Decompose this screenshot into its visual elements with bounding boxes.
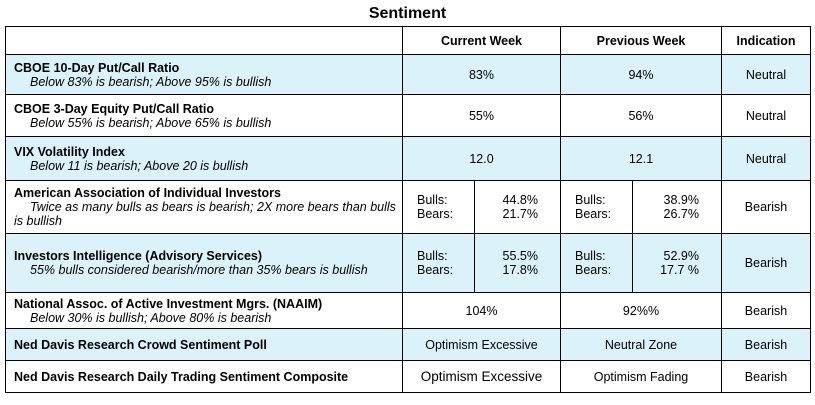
- table-row: Investors Intelligence (Advisory Service…: [5, 233, 811, 293]
- indicator-cell: Ned Davis Research Daily Trading Sentime…: [5, 360, 403, 393]
- indicator-name: National Assoc. of Active Investment Mgr…: [14, 296, 323, 311]
- indication-value: Bearish: [721, 233, 811, 293]
- previous-bulls-value: 38.9%: [663, 193, 699, 207]
- indicator-name: Investors Intelligence (Advisory Service…: [14, 249, 263, 263]
- indicator-description: 55% bulls considered bearish/more than 3…: [30, 263, 368, 277]
- current-labels: Bulls: Bears:: [402, 233, 475, 293]
- indicator-name: Ned Davis Research Daily Trading Sentime…: [14, 369, 349, 384]
- indication-value: Bearish: [721, 360, 811, 393]
- previous-bears-value: 26.7%: [663, 207, 699, 221]
- current-values: 55.5% 17.8%: [474, 233, 561, 293]
- bears-label: Bears:: [575, 207, 612, 221]
- header-indication: Indication: [721, 26, 811, 55]
- indication-value: Neutral: [721, 94, 811, 137]
- previous-bulls-value: 52.9%: [663, 249, 699, 263]
- header-current-week: Current Week: [402, 26, 561, 55]
- indicator-name: CBOE 3-Day Equity Put/Call Ratio: [14, 101, 215, 116]
- indicator-cell: Investors Intelligence (Advisory Service…: [5, 233, 403, 293]
- bulls-label: Bulls:: [417, 249, 448, 263]
- previous-labels: Bulls: Bears:: [560, 233, 633, 293]
- indicator-description: Below 30% is bullish; Above 80% is beari…: [30, 310, 272, 325]
- indication-value: Bearish: [721, 180, 811, 234]
- indicator-cell: National Assoc. of Active Investment Mgr…: [5, 292, 403, 329]
- indication-value: Neutral: [721, 54, 811, 95]
- indicator-description: Below 83% is bearish; Above 95% is bulli…: [30, 74, 272, 89]
- current-value: Optimism Excessive: [402, 360, 561, 393]
- current-value: 104%: [402, 292, 561, 329]
- previous-values: 38.9% 26.7%: [632, 180, 722, 234]
- bulls-label: Bulls:: [575, 193, 606, 207]
- bears-label: Bears:: [575, 263, 612, 277]
- previous-labels: Bulls: Bears:: [560, 180, 633, 234]
- previous-value: 56%: [560, 94, 722, 137]
- indicator-name: CBOE 10-Day Put/Call Ratio: [14, 60, 180, 75]
- indication-value: Neutral: [721, 136, 811, 181]
- indicator-description: Below 11 is bearish; Above 20 is bullish: [30, 158, 249, 173]
- indicator-description: Below 55% is bearish; Above 65% is bulli…: [30, 115, 272, 130]
- indicator-cell: Ned Davis Research Crowd Sentiment Poll: [5, 328, 403, 361]
- table-row: CBOE 10-Day Put/Call Ratio Below 83% is …: [5, 54, 811, 95]
- previous-value: 12.1: [560, 136, 722, 181]
- current-values: 44.8% 21.7%: [474, 180, 561, 234]
- previous-values: 52.9% 17.7 %: [632, 233, 722, 293]
- previous-value: Neutral Zone: [560, 328, 722, 361]
- previous-value: 92%%: [560, 292, 722, 329]
- indicator-cell: CBOE 10-Day Put/Call Ratio Below 83% is …: [5, 54, 403, 95]
- indicator-name: VIX Volatility Index: [14, 144, 125, 159]
- current-value: 83%: [402, 54, 561, 95]
- current-bulls-value: 55.5%: [502, 249, 538, 263]
- table-row: Ned Davis Research Daily Trading Sentime…: [5, 360, 811, 393]
- indicator-name: American Association of Individual Inves…: [14, 186, 281, 200]
- indicator-cell: VIX Volatility Index Below 11 is bearish…: [5, 136, 403, 181]
- bulls-label: Bulls:: [417, 193, 448, 207]
- table-row: CBOE 3-Day Equity Put/Call Ratio Below 5…: [5, 94, 811, 137]
- table-row: American Association of Individual Inves…: [5, 180, 811, 234]
- current-value: Optimism Excessive: [402, 328, 561, 361]
- current-bulls-value: 44.8%: [502, 193, 538, 207]
- table-row: VIX Volatility Index Below 11 is bearish…: [5, 136, 811, 181]
- indication-value: Bearish: [721, 328, 811, 361]
- sentiment-table: Current Week Previous Week Indication CB…: [5, 26, 811, 393]
- indicator-cell: American Association of Individual Inves…: [5, 180, 403, 234]
- previous-value: Optimism Fading: [560, 360, 722, 393]
- current-value: 55%: [402, 94, 561, 137]
- indicator-cell: CBOE 3-Day Equity Put/Call Ratio Below 5…: [5, 94, 403, 137]
- table-row: Ned Davis Research Crowd Sentiment Poll …: [5, 328, 811, 361]
- previous-bears-value: 17.7 %: [660, 263, 699, 277]
- current-bears-value: 21.7%: [502, 207, 538, 221]
- indicator-name: Ned Davis Research Crowd Sentiment Poll: [14, 337, 267, 352]
- page-title: Sentiment: [368, 5, 447, 22]
- table-row: National Assoc. of Active Investment Mgr…: [5, 292, 811, 329]
- current-bears-value: 17.8%: [502, 263, 538, 277]
- header-row: Current Week Previous Week Indication: [5, 26, 811, 55]
- bears-label: Bears:: [417, 263, 454, 277]
- header-indicator: [5, 26, 403, 55]
- previous-value: 94%: [560, 54, 722, 95]
- current-labels: Bulls: Bears:: [402, 180, 475, 234]
- current-value: 12.0: [402, 136, 561, 181]
- indication-value: Bearish: [721, 292, 811, 329]
- bulls-label: Bulls:: [575, 249, 606, 263]
- indicator-description: Twice as many bulls as bears is bearish;…: [14, 200, 396, 228]
- header-previous-week: Previous Week: [560, 26, 722, 55]
- bears-label: Bears:: [417, 207, 454, 221]
